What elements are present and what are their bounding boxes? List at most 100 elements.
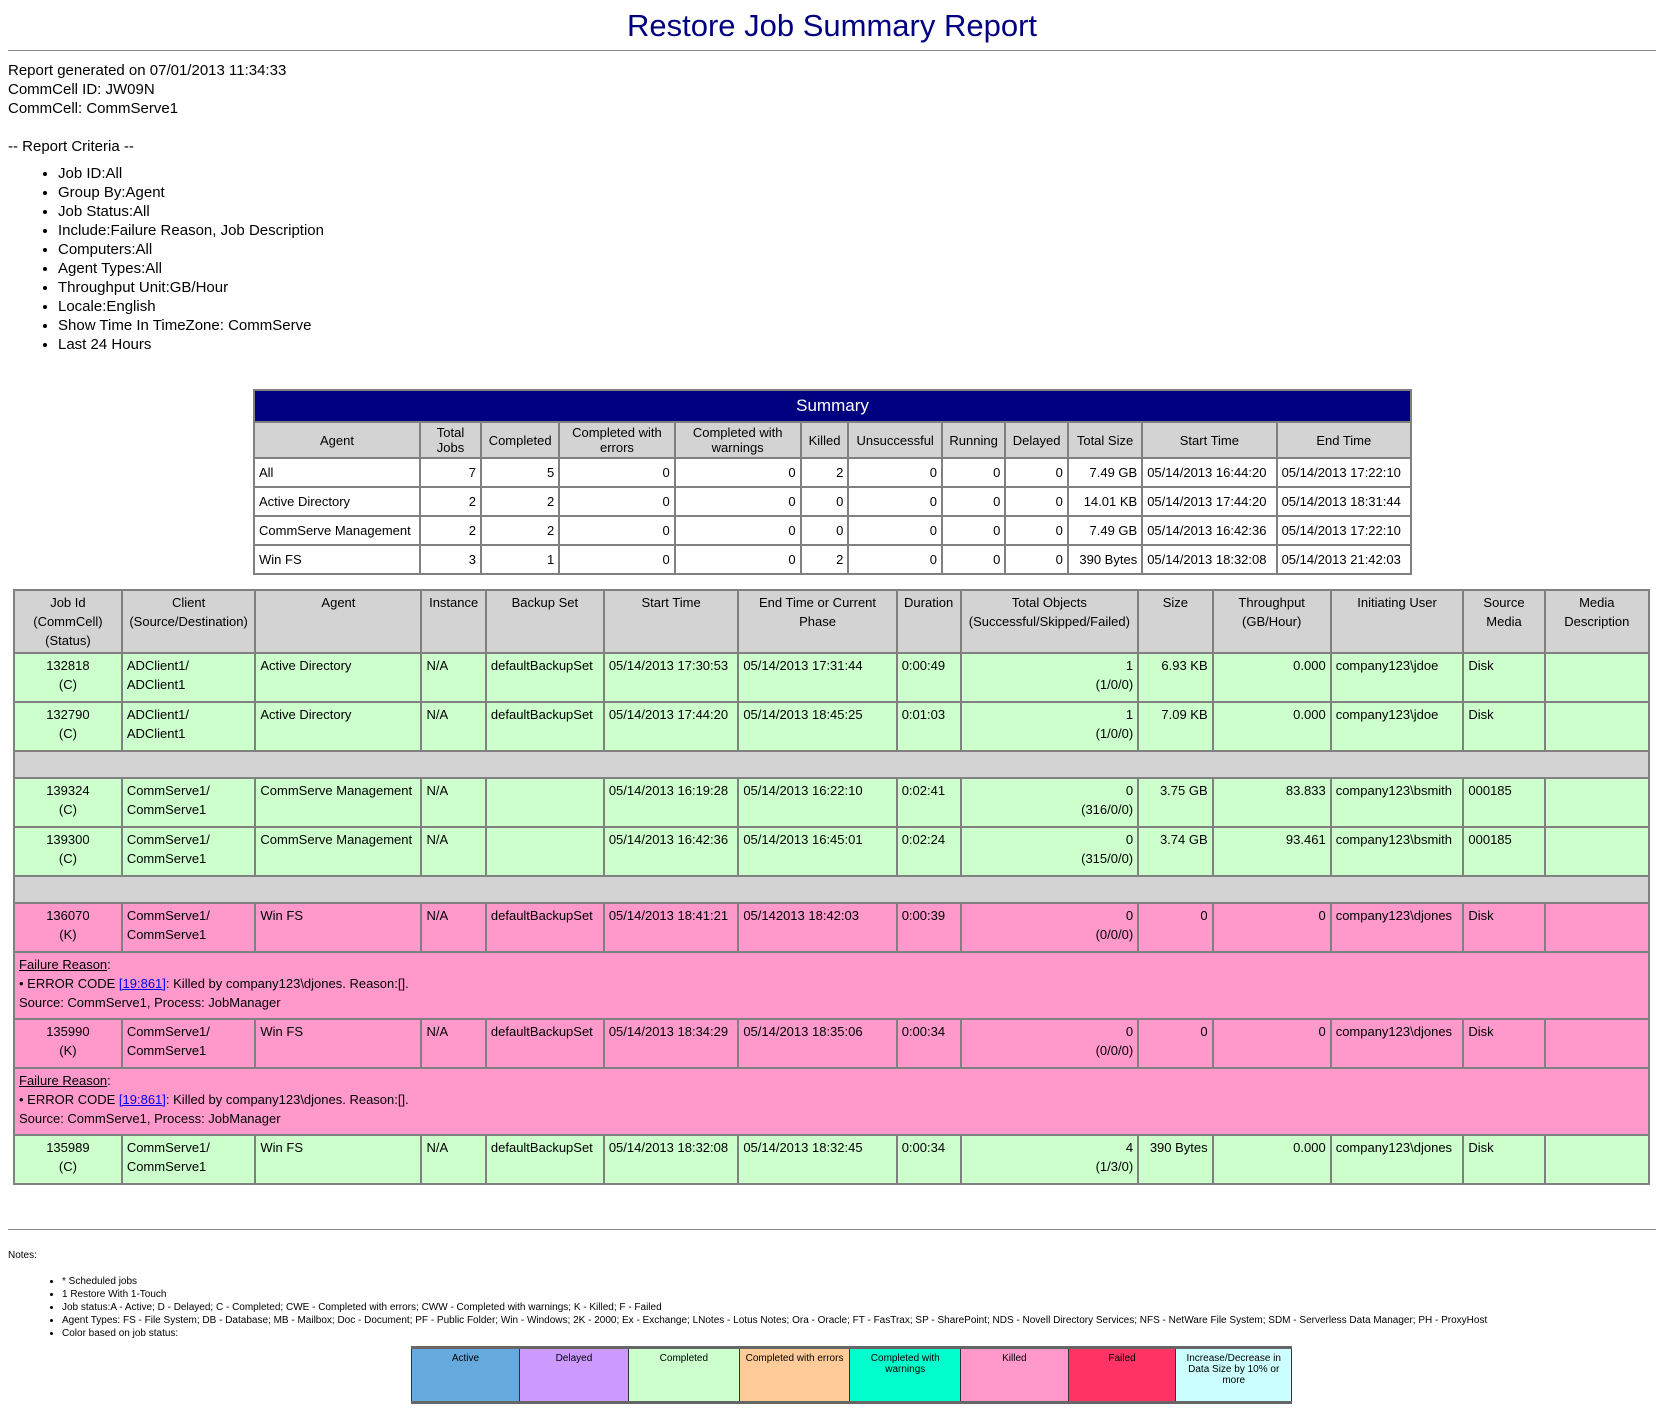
summary-cell: 0 <box>558 457 676 488</box>
legend-swatch: Completed with warnings <box>849 1347 962 1403</box>
job-cell: ADClient1/ADClient1 <box>120 652 257 703</box>
summary-cell: 0 <box>940 515 1007 546</box>
legend-swatch: Completed with errors <box>738 1347 851 1403</box>
job-row[interactable]: 136070 (K) CommServe1/CommServe1 Win FS N/A d… <box>13 902 1651 953</box>
job-cell: N/A <box>420 1134 487 1185</box>
job-cell: CommServe1/CommServe1 <box>120 1018 257 1069</box>
job-cell: 136070 (K) <box>13 902 123 953</box>
summary-cell: 05/14/2013 16:44:20 <box>1141 457 1278 488</box>
note-item: Agent Types: FS - File System; DB - Data… <box>62 1314 1656 1327</box>
job-cell: 0:00:49 <box>895 652 962 703</box>
job-row[interactable]: 132790 (C) ADClient1/ADClient1 Active Direc… <box>13 701 1651 752</box>
jobs-header-row: Job Id (CommCell) (Status) Client (Source/D… <box>13 589 1651 654</box>
info-line: CommCell ID: JW09N <box>8 81 155 98</box>
summary-column-header: Completed <box>480 421 561 459</box>
summary-cell: 0 <box>847 544 943 575</box>
job-cell: 05/142013 18:42:03 <box>737 902 898 953</box>
job-cell: defaultBackupSet <box>484 701 605 752</box>
summary-column-header: Completed with warnings <box>673 421 802 459</box>
summary-header-row: Agent Total Jobs Completed Completed with e… <box>253 421 1413 459</box>
job-cell: 132790 (C) <box>13 701 123 752</box>
criteria-item: Include:Failure Reason, Job Description <box>58 221 1656 240</box>
divider <box>8 50 1656 51</box>
job-cell <box>1543 701 1651 752</box>
job-row[interactable]: 135990 (K) CommServe1/CommServe1 Win FS N/A d… <box>13 1018 1651 1069</box>
job-cell: 05/14/2013 18:41:21 <box>602 902 740 953</box>
summary-cell: 05/14/2013 17:22:10 <box>1275 457 1413 488</box>
summary-cell: 0 <box>673 515 802 546</box>
summary-cell: Active Directory <box>253 486 421 517</box>
job-cell: 000185 <box>1462 826 1546 877</box>
job-cell: 6.93 KB <box>1137 652 1214 703</box>
summary-cell: 2 <box>418 486 483 517</box>
job-cell: CommServe Management <box>254 826 423 877</box>
job-cell: 1 (1/0/0) <box>959 701 1140 752</box>
job-cell: CommServe Management <box>254 777 423 828</box>
failure-reason-label: Failure Reason <box>19 957 108 972</box>
job-cell: 0 <box>1137 902 1214 953</box>
criteria-item: Computers:All <box>58 240 1656 259</box>
job-cell: company123\djones <box>1329 1018 1465 1069</box>
summary-cell: 05/14/2013 17:22:10 <box>1275 515 1413 546</box>
job-cell: 0.000 <box>1211 652 1332 703</box>
legend-swatch: Killed <box>960 1347 1069 1403</box>
summary-column-header: End Time <box>1275 421 1413 459</box>
job-cell: Win FS <box>254 1134 423 1185</box>
job-cell: CommServe1/CommServe1 <box>120 902 257 953</box>
error-code-link[interactable]: [19:861] <box>118 1092 166 1107</box>
job-row[interactable]: 139324 (C) CommServe1/CommServe1 CommServe … <box>13 777 1651 828</box>
failure-reason-label: Failure Reason <box>19 1073 108 1088</box>
failure-source: Source: CommServe1, Process: JobManager <box>19 995 281 1010</box>
job-cell: 0:00:34 <box>895 1018 962 1069</box>
error-code-link[interactable]: [19:861] <box>118 976 166 991</box>
summary-column-header: Unsuccessful <box>847 421 943 459</box>
job-cell: 05/14/2013 18:32:08 <box>602 1134 740 1185</box>
jobs-column-header: Size <box>1137 589 1214 654</box>
summary-cell: 0 <box>673 544 802 575</box>
criteria-item: Throughput Unit:GB/Hour <box>58 278 1656 297</box>
page-title: Restore Job Summary Report <box>626 8 1038 43</box>
job-cell: 135989 (C) <box>13 1134 123 1185</box>
job-cell <box>1543 902 1651 953</box>
job-cell <box>1543 1018 1651 1069</box>
summary-cell: 05/14/2013 21:42:03 <box>1275 544 1413 575</box>
summary-cell: 0 <box>1004 544 1069 575</box>
job-cell: 132818 (C) <box>13 652 123 703</box>
job-cell: 05/14/2013 17:30:53 <box>602 652 740 703</box>
job-cell: 83.833 <box>1211 777 1332 828</box>
summary-cell: 0 <box>1004 457 1069 488</box>
job-cell: N/A <box>420 701 487 752</box>
job-cell: defaultBackupSet <box>484 1134 605 1185</box>
summary-cell: 05/14/2013 18:32:08 <box>1141 544 1278 575</box>
job-cell: 0:02:41 <box>895 777 962 828</box>
jobs-column-header: Instance <box>420 589 487 654</box>
error-prefix: ERROR CODE <box>27 1092 119 1107</box>
summary-cell: 0 <box>1004 486 1069 517</box>
notes-label: Notes: <box>8 1250 37 1261</box>
job-cell: 390 Bytes <box>1137 1134 1214 1185</box>
criteria-item: Locale:English <box>58 297 1656 316</box>
summary-column-header: Total Size <box>1066 421 1144 459</box>
summary-cell: 0 <box>673 457 802 488</box>
job-cell: 0 (0/0/0) <box>959 902 1140 953</box>
summary-cell: 2 <box>799 457 850 488</box>
summary-cell: 0 <box>847 515 943 546</box>
job-row[interactable]: 135989 (C) CommServe1/CommServe1 Win FS N/A d… <box>13 1134 1651 1185</box>
summary-cell: 390 Bytes <box>1066 544 1144 575</box>
job-row[interactable]: 132818 (C) ADClient1/ADClient1 Active Direc… <box>13 652 1651 703</box>
job-row[interactable]: 139300 (C) CommServe1/CommServe1 CommServe … <box>13 826 1651 877</box>
info-line: Report generated on 07/01/2013 11:34:33 <box>8 62 287 79</box>
summary-cell: 0 <box>558 486 676 517</box>
criteria-heading: -- Report Criteria -- <box>8 138 134 155</box>
criteria-item: Job Status:All <box>58 202 1656 221</box>
job-cell: defaultBackupSet <box>484 1018 605 1069</box>
jobs-table: Job Id (CommCell) (Status) Client (Source/D… <box>13 589 1651 1185</box>
job-cell: 0 (315/0/0) <box>959 826 1140 877</box>
criteria-item: Show Time In TimeZone: CommServe <box>58 316 1656 335</box>
job-cell: N/A <box>420 652 487 703</box>
legend-row: Active Delayed Completed Completed with err… <box>411 1347 1292 1403</box>
criteria-item: Job ID:All <box>58 164 1656 183</box>
job-cell: 0.000 <box>1211 1134 1332 1185</box>
failure-reason-row: Failure Reason: • ERROR CODE [19:861]: Ki… <box>13 1067 1650 1136</box>
summary-row: All 7 5 0 0 2 0 0 0 7.49 GB 05/14/2013 16:44:20 05/… <box>253 457 1413 488</box>
